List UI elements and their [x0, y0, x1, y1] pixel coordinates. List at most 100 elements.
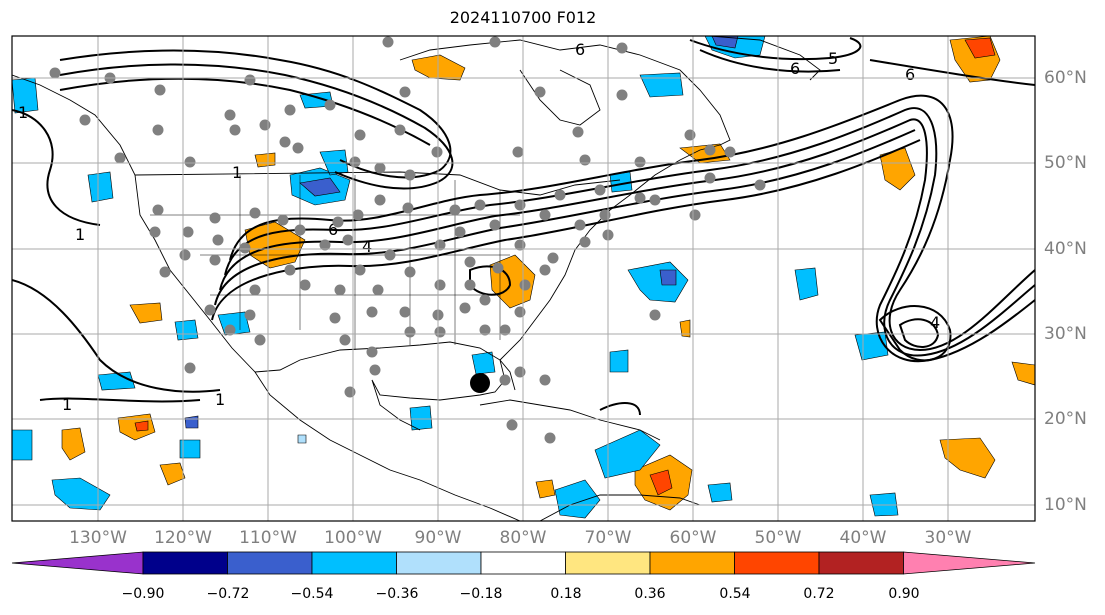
- contour-gulf-low: [469, 265, 512, 296]
- contour-label: 1: [18, 103, 28, 122]
- colorbar-extend-high: [903, 551, 1036, 575]
- contour-label: 4: [362, 237, 372, 256]
- contour-north-2: [59, 63, 454, 190]
- colorbar-tick-label: 0.90: [888, 586, 920, 602]
- station-dots: [49, 36, 766, 444]
- lat-label: 40°N: [1044, 239, 1087, 259]
- colorbar: [11, 551, 1036, 575]
- map-title: 2024110700 F012: [449, 8, 597, 27]
- lon-label: 100°W: [324, 528, 382, 548]
- colorbar-tick-label: −0.72: [206, 586, 250, 602]
- neg-blob-24: [707, 482, 733, 503]
- colorbar-tick-label: 0.72: [803, 586, 835, 602]
- gridlines: [12, 36, 1035, 521]
- neg-blob-4: [299, 177, 341, 197]
- neg-blob-7: [659, 269, 677, 286]
- south-america: [539, 494, 701, 521]
- contour-north-3: [59, 77, 431, 146]
- lon-label: 50°W: [754, 528, 802, 548]
- lon-label: 30°W: [924, 528, 972, 548]
- lat-label: 50°N: [1044, 153, 1087, 173]
- colorbar-extend-low: [11, 551, 144, 575]
- colorbar-tick-label: 0.36: [634, 586, 666, 602]
- neg-blob-21: [179, 439, 201, 459]
- lat-label: 60°N: [1044, 68, 1087, 88]
- pos-blob-9: [134, 420, 149, 432]
- contour-far-east: [869, 59, 1035, 86]
- lon-label: 60°W: [669, 528, 717, 548]
- neg-blob-18: [854, 331, 889, 361]
- lon-label: 80°W: [499, 528, 547, 548]
- lon-label: 130°W: [69, 528, 127, 548]
- contour-label: 4: [930, 313, 940, 332]
- colorbar-segment: [734, 551, 820, 575]
- colorbar-segment: [649, 551, 735, 575]
- map-frame: [11, 35, 1036, 522]
- colorbar-tick-label: 0.54: [719, 586, 751, 602]
- contour-north-1: [59, 49, 452, 179]
- neg-blob-23: [639, 72, 684, 98]
- lon-label: 110°W: [239, 528, 297, 548]
- colorbar-tick-label: −0.18: [459, 586, 503, 602]
- gulf-coast: [254, 341, 506, 431]
- colorbar-segment: [818, 551, 904, 575]
- neg-blob-15: [594, 429, 661, 479]
- canada-border: [134, 171, 621, 196]
- contour-east-loop: [878, 305, 952, 362]
- lat-label: 10°N: [1044, 495, 1087, 515]
- colorbar-tick-label: −0.36: [375, 586, 419, 602]
- contour-label: 1: [232, 163, 242, 182]
- contour-sw-2: [39, 397, 201, 403]
- lat-label: 20°N: [1044, 409, 1087, 429]
- lon-label: 70°W: [584, 528, 632, 548]
- pos-blob-15: [535, 479, 556, 499]
- neg-blob-20: [609, 349, 629, 373]
- colorbar-tick-label: 0.18: [550, 586, 582, 602]
- neg-blob-11: [51, 477, 111, 511]
- pos-blob-10: [61, 427, 86, 461]
- colorbar-segment: [396, 551, 482, 575]
- pos-blob-12: [649, 469, 673, 496]
- neg-blob-2: [711, 36, 739, 49]
- pos-blob-16: [159, 462, 186, 486]
- contour-label: 6: [328, 220, 338, 239]
- colorbar-segment: [227, 551, 313, 575]
- black-marker: [470, 373, 490, 393]
- contour-label: 6: [905, 65, 915, 84]
- contour-east-loop-2: [898, 318, 940, 348]
- florida: [499, 359, 516, 391]
- pos-blob-3: [964, 37, 996, 59]
- lon-label: 120°W: [154, 528, 212, 548]
- pos-blob-13: [939, 437, 996, 479]
- neg-blob-10: [12, 77, 39, 114]
- pos-blob-18: [254, 152, 276, 168]
- contour-label: 5: [828, 49, 838, 68]
- pos-blob-7: [129, 302, 163, 324]
- neg-blob-28: [184, 415, 199, 429]
- contour-jet-4: [214, 129, 916, 306]
- neg-blob-17: [409, 405, 433, 431]
- contour-label-group: 6 5 6 1 1 1 1 6 4 4 6 1: [18, 40, 940, 414]
- pos-blob-14: [1011, 361, 1035, 386]
- neg-blob-13: [174, 319, 199, 341]
- neg-blob-27: [97, 371, 136, 391]
- contour-jet-2: [224, 107, 1035, 357]
- contour-jet-1: [229, 94, 1035, 352]
- colorbar-segment: [565, 551, 651, 575]
- lat-label: 30°N: [1044, 324, 1087, 344]
- contour-hi-2: [699, 49, 841, 73]
- contour-label: 1: [215, 390, 225, 409]
- neg-blob-29: [297, 434, 307, 444]
- north-america-west-coast: [12, 74, 521, 521]
- contour-tropic: [599, 402, 641, 416]
- contour-lines: [12, 37, 1035, 416]
- pos-blob-19: [679, 319, 691, 338]
- neg-blob-16: [554, 479, 601, 519]
- contour-label: 1: [75, 225, 85, 244]
- colorbar-segment: [480, 551, 566, 575]
- contour-sw-1: [12, 279, 221, 393]
- lon-label: 90°W: [414, 528, 462, 548]
- neg-blob-12: [12, 429, 33, 461]
- hudson-bay: [519, 69, 601, 126]
